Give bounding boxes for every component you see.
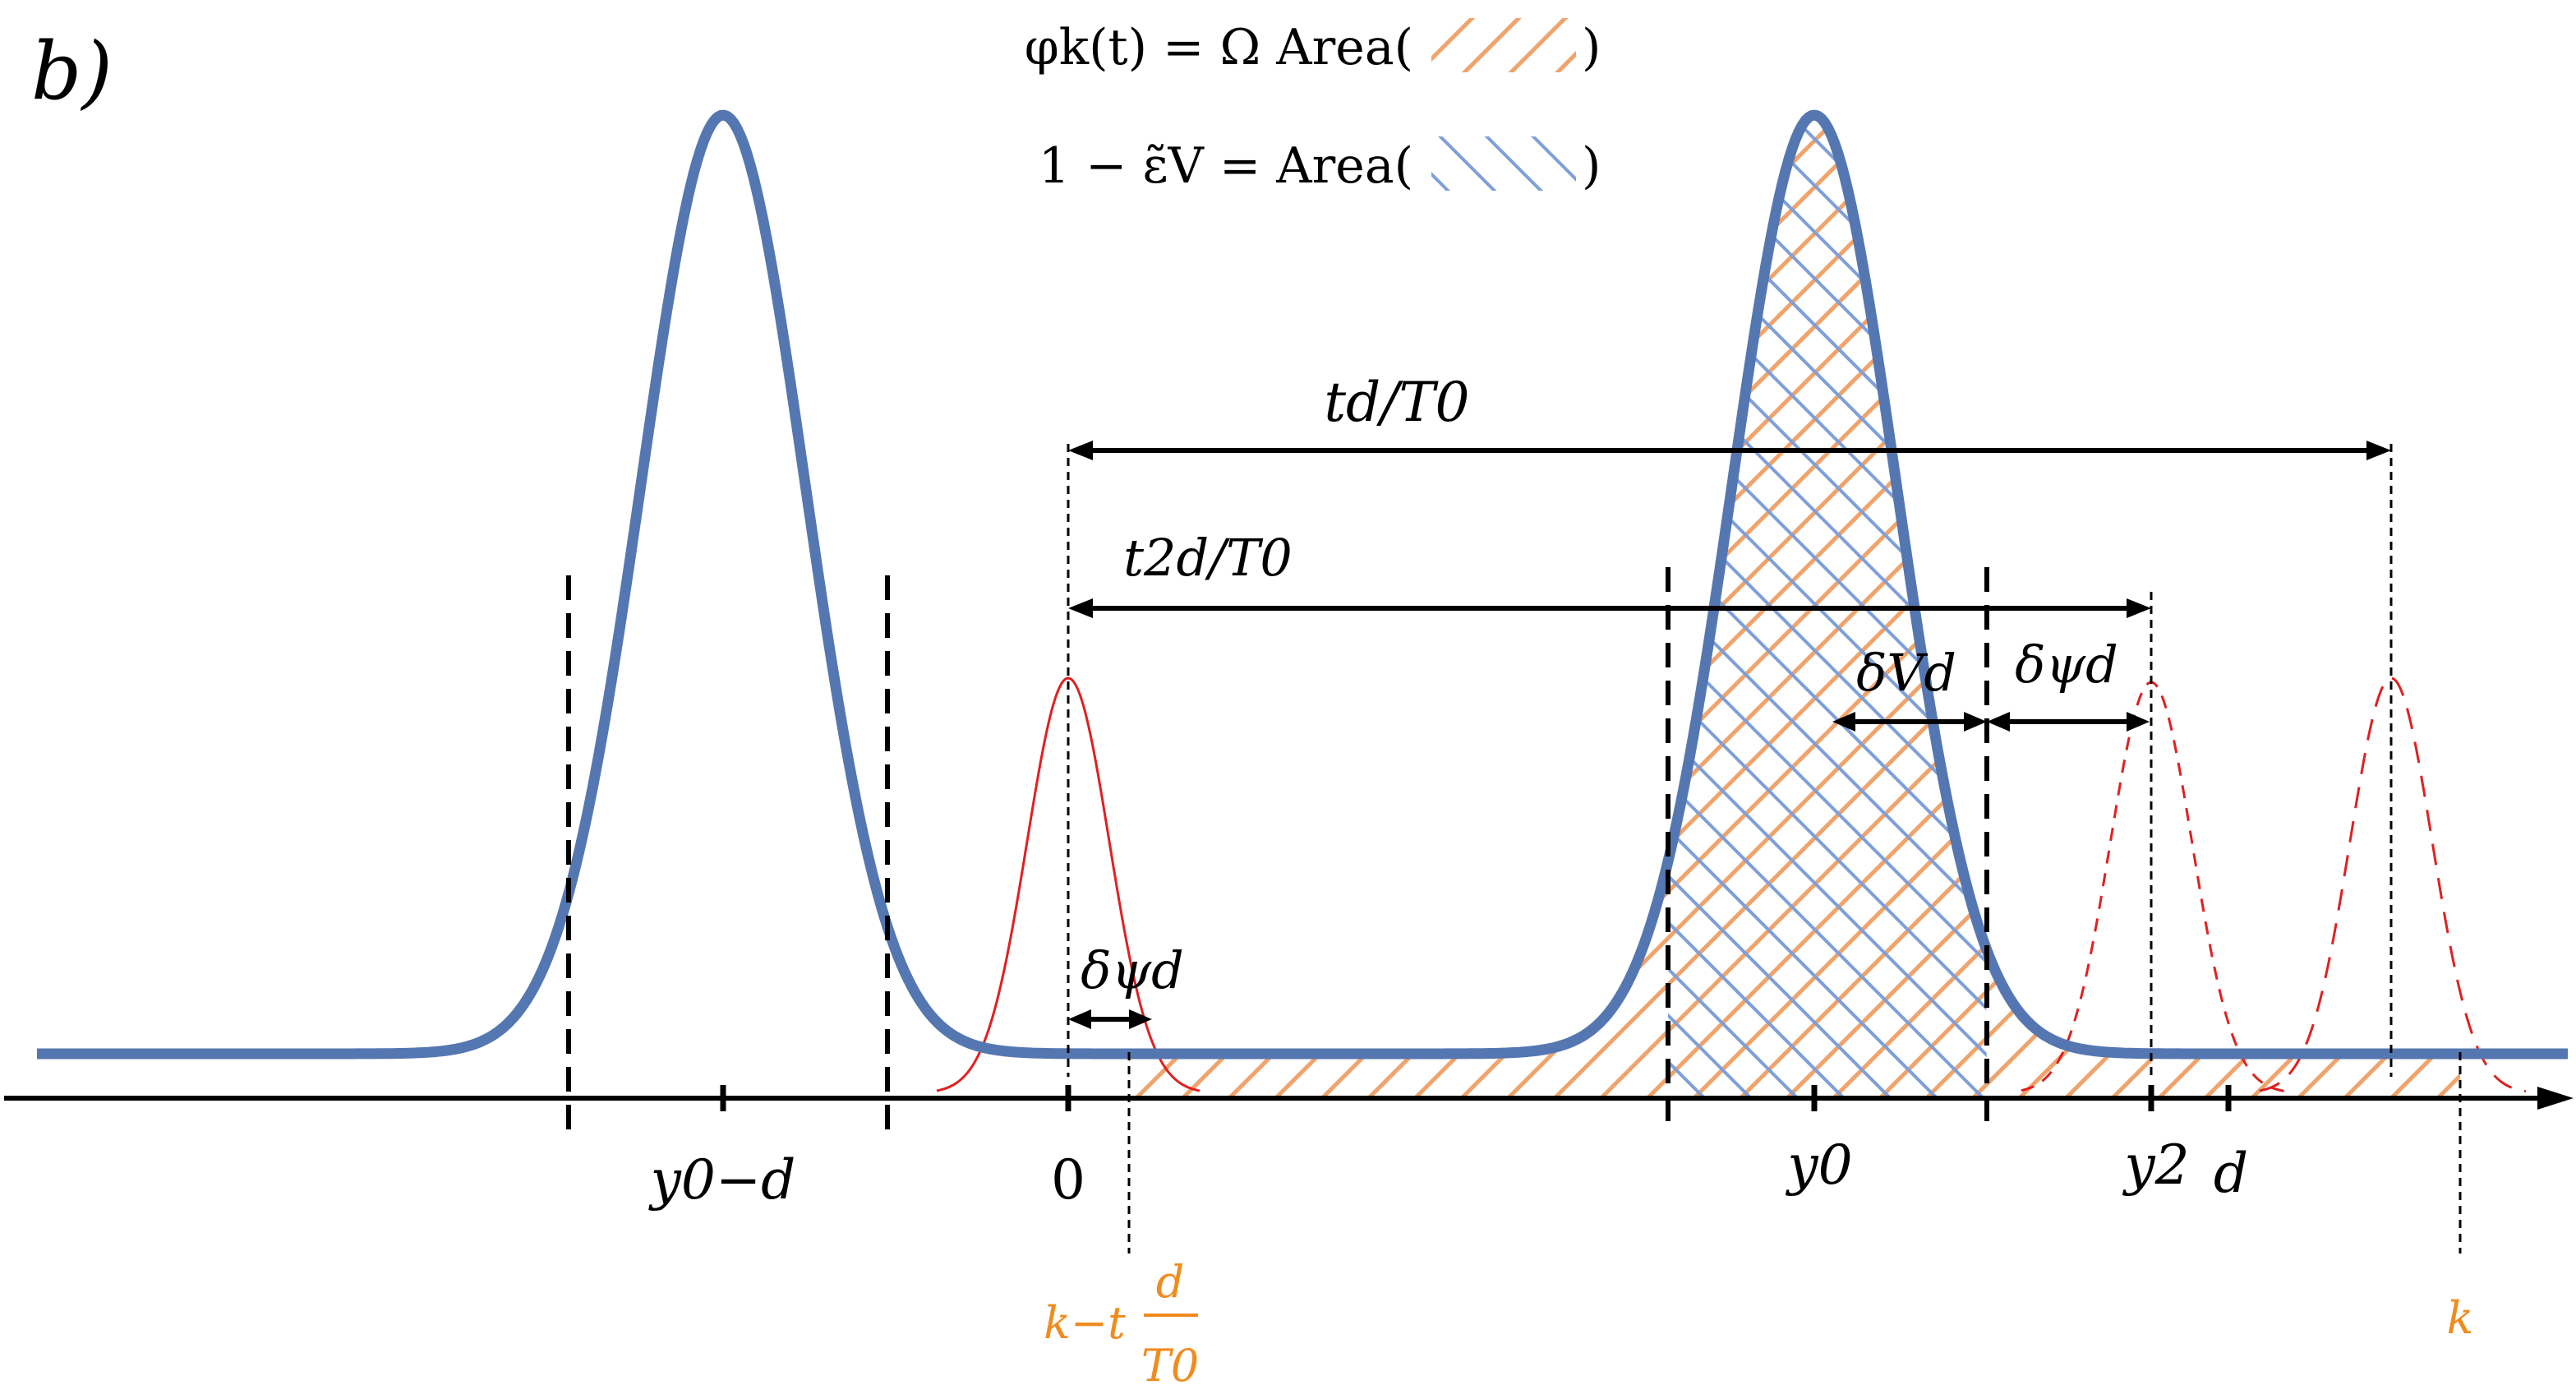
arrow-delta-psi-left [1068,1009,1152,1029]
label-delta-psi-left: δψd [1081,940,1184,1000]
panel-label: b) [31,25,113,118]
label-k-minus-t: k−t [1044,1297,1126,1349]
arrow-t2d-T0 [1068,598,2151,618]
label-k: k [2447,1292,2474,1344]
x-axis-arrowhead [2537,1087,2574,1110]
label-frac-den: T0 [1141,1340,1199,1392]
legend-epsilon-close: ) [1582,137,1601,195]
label-td-T0: td/T0 [1324,371,1469,434]
label-d: d [2214,1142,2248,1205]
legend-phi-text: φk(t) = Ω Area( [1025,19,1413,76]
label-y0: y0 [1785,1134,1852,1197]
arrow-td-T0 [1068,441,2391,460]
label-delta-psi-right: δψd [2015,635,2118,695]
legend-area-epsilon: 1 − ε̃V = Area( ) [1039,136,1601,195]
label-y0-minus-d: y0−d [648,1148,796,1212]
legend-orange-swatch [1431,18,1576,72]
label-frac-num: d [1156,1256,1185,1308]
label-t2d-T0: t2d/T0 [1123,528,1293,588]
legend-area-phi: φk(t) = Ω Area( ) [1025,18,1601,76]
legend-blue-swatch [1431,136,1576,191]
arrow-delta-V [1832,712,1987,732]
label-delta-V: δVd [1856,643,1956,703]
legend-phi-close: ) [1582,19,1601,76]
legend-epsilon-text: 1 − ε̃V = Area( [1039,137,1413,195]
red-packet-dashed-k [2259,676,2527,1093]
red-packet-dashed-y2 [2021,681,2285,1092]
arrow-delta-psi-right [1987,712,2150,732]
potential-curve [35,109,2570,1060]
label-y2: y2 [2122,1134,2189,1197]
label-zero: 0 [1051,1148,1085,1212]
